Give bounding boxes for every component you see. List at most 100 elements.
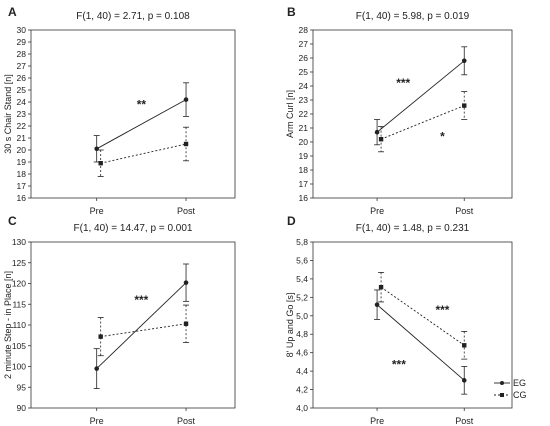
data-point bbox=[183, 280, 189, 285]
y-tick-label: 25 bbox=[299, 67, 309, 77]
y-tick-label: 95 bbox=[17, 382, 27, 392]
panel-a: A F(1, 40) = 2.71, p = 0.108 16 17 18 19 20 21 2… bbox=[3, 5, 236, 216]
panel-letter: D bbox=[287, 214, 296, 228]
significance-label: *** bbox=[392, 358, 406, 372]
y-tick-label: 20 bbox=[17, 145, 27, 155]
significance-label: *** bbox=[134, 293, 148, 307]
y-tick-label: 27 bbox=[17, 61, 27, 71]
series-cg bbox=[378, 91, 468, 153]
y-tick-label: 5,0 bbox=[296, 311, 308, 321]
y-tick-label: 4,6 bbox=[296, 348, 308, 358]
y-tick-label: 17 bbox=[17, 181, 27, 191]
y-axis-label: 2 minute Step - in Place [n] bbox=[3, 271, 13, 379]
x-tick-label: Pre bbox=[90, 416, 104, 426]
y-tick-label: 20 bbox=[299, 137, 309, 147]
series-cg bbox=[378, 272, 468, 360]
y-tick-label: 19 bbox=[299, 151, 309, 161]
data-point bbox=[183, 97, 189, 102]
x-tick-label: Post bbox=[455, 416, 474, 426]
legend-marker bbox=[500, 393, 504, 397]
y-tick-label: 21 bbox=[17, 133, 27, 143]
data-point bbox=[183, 321, 189, 326]
plot-frame bbox=[30, 29, 236, 199]
y-tick-label: 5,4 bbox=[296, 274, 308, 284]
x-tick-label: Pre bbox=[90, 206, 104, 216]
y-tick-label: 18 bbox=[299, 165, 309, 175]
y-tick-label: 28 bbox=[17, 49, 27, 59]
series-line bbox=[96, 99, 187, 150]
panel-d: D F(1, 40) = 1.48, p = 0.231 4,0 4,2 4,4 4,6 4… bbox=[285, 214, 513, 426]
series-cg bbox=[97, 126, 190, 177]
panel-letter: B bbox=[287, 5, 296, 19]
y-tick-label: 5,8 bbox=[296, 237, 308, 247]
significance-label: *** bbox=[435, 303, 449, 317]
y-tick-label: 16 bbox=[299, 193, 309, 203]
y-tick-label: 125 bbox=[12, 258, 26, 268]
x-tick-label: Pre bbox=[370, 206, 384, 216]
y-axis-label: 8' Up and Go [s] bbox=[285, 293, 295, 358]
x-tick-label: Post bbox=[455, 206, 474, 216]
series-line bbox=[380, 105, 465, 140]
plot-frame bbox=[312, 241, 513, 409]
y-tick-label: 4,0 bbox=[296, 403, 308, 413]
data-point bbox=[183, 141, 189, 147]
data-point bbox=[378, 137, 384, 142]
significance-label: * bbox=[440, 129, 445, 143]
y-tick-label: 5,2 bbox=[296, 292, 308, 302]
y-tick-label: 130 bbox=[12, 237, 26, 247]
y-tick-label: 110 bbox=[12, 320, 26, 330]
y-tick-label: 22 bbox=[299, 109, 309, 119]
y-tick-label: 115 bbox=[12, 299, 26, 309]
y-tick-label: 90 bbox=[17, 403, 27, 413]
series-eg bbox=[93, 263, 190, 389]
chart-title: F(1, 40) = 2.71, p = 0.108 bbox=[76, 11, 190, 22]
series-line bbox=[100, 143, 187, 164]
panel-letter: A bbox=[8, 5, 17, 19]
series-eg bbox=[374, 289, 468, 395]
y-tick-label: 18 bbox=[17, 169, 27, 179]
y-tick-label: 27 bbox=[299, 39, 309, 49]
chart-title: F(1, 40) = 5.98, p = 0.019 bbox=[356, 11, 470, 22]
y-tick-label: 19 bbox=[17, 157, 27, 167]
x-tick-label: Post bbox=[177, 206, 196, 216]
y-tick-label: 120 bbox=[12, 279, 26, 289]
y-tick-label: 17 bbox=[299, 179, 309, 189]
data-point bbox=[98, 334, 103, 339]
y-axis-label: Arm Curl [n] bbox=[285, 90, 295, 138]
y-tick-label: 23 bbox=[17, 109, 27, 119]
y-tick-label: 21 bbox=[299, 123, 309, 133]
chart-title: F(1, 40) = 1.48, p = 0.231 bbox=[356, 223, 470, 234]
y-tick-label: 5,6 bbox=[296, 255, 308, 265]
y-tick-label: 24 bbox=[299, 81, 309, 91]
x-tick-label: Pre bbox=[370, 416, 384, 426]
y-tick-label: 30 bbox=[17, 25, 27, 35]
legend-marker bbox=[500, 381, 504, 385]
data-point bbox=[374, 129, 380, 135]
legend-label: EG bbox=[513, 378, 526, 388]
series-line bbox=[376, 60, 465, 133]
data-point bbox=[461, 58, 467, 64]
legend: EG CG bbox=[494, 378, 527, 400]
y-tick-label: 100 bbox=[12, 362, 26, 372]
data-point bbox=[98, 161, 103, 166]
significance-label: ** bbox=[137, 97, 147, 111]
series-eg bbox=[93, 82, 190, 163]
significance-label: *** bbox=[396, 76, 410, 90]
y-tick-label: 25 bbox=[17, 85, 27, 95]
y-tick-label: 105 bbox=[12, 341, 26, 351]
data-point bbox=[378, 284, 384, 290]
y-tick-label: 29 bbox=[17, 37, 27, 47]
panel-b: B F(1, 40) = 5.98, p = 0.019 16 17 18 19 20 21 2… bbox=[285, 5, 513, 216]
y-tick-label: 4,2 bbox=[296, 385, 308, 395]
y-tick-label: 4,4 bbox=[296, 366, 308, 376]
data-point bbox=[374, 302, 380, 308]
data-point bbox=[461, 378, 467, 383]
plot-frame bbox=[30, 241, 236, 409]
x-tick-label: Post bbox=[177, 416, 196, 426]
chart-title: F(1, 40) = 14.47, p = 0.001 bbox=[74, 223, 193, 234]
plot-frame bbox=[312, 29, 513, 199]
y-tick-label: 16 bbox=[17, 193, 27, 203]
y-tick-label: 4,8 bbox=[296, 329, 308, 339]
series-line bbox=[380, 286, 465, 346]
